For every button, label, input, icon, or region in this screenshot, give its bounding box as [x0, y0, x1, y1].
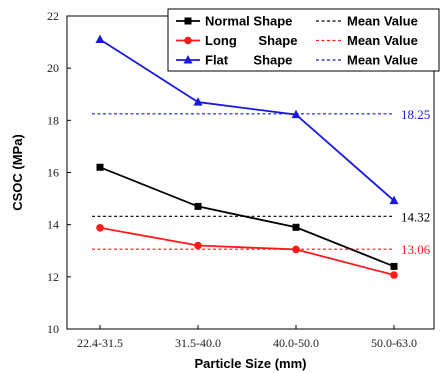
series-line — [99, 226, 395, 276]
y-axis-label: CSOC (MPa) — [10, 134, 25, 211]
data-point-square — [96, 163, 104, 171]
mean-lines: 14.32 13.06 18.25 — [92, 107, 431, 257]
data-point-square — [194, 202, 202, 210]
legend-series-label: Normal Shape — [205, 14, 292, 29]
mean-value-label: 13.06 — [401, 242, 431, 257]
x-tick-label: 22.4-31.5 — [77, 336, 123, 350]
x-tick-label: 31.5-40.0 — [175, 336, 221, 350]
legend-marker-square — [184, 17, 192, 25]
y-axis-ticks: 10 12 14 16 18 20 22 — [47, 9, 71, 336]
y-tick-label: 18 — [47, 113, 59, 127]
data-point-circle — [292, 245, 300, 254]
legend-mean-label: Mean Value — [347, 53, 418, 68]
data-point-triangle — [193, 97, 203, 106]
y-tick-label: 14 — [47, 218, 59, 232]
y-tick-label: 12 — [47, 270, 59, 284]
legend-series-label: Flat Shape — [205, 53, 292, 68]
data-point-square — [292, 223, 300, 231]
legend-marker-circle — [184, 36, 192, 45]
x-axis-label: Particle Size (mm) — [195, 356, 307, 371]
legend-mean-label: Mean Value — [347, 14, 418, 29]
legend-box — [167, 8, 440, 72]
legend: Normal Shape Mean Value Long Shape Mean Val… — [167, 8, 440, 72]
y-tick-label: 20 — [47, 61, 59, 75]
x-axis-ticks: 22.4-31.5 31.5-40.0 40.0-50.0 50.0-63.0 — [77, 325, 417, 350]
data-point-circle — [390, 271, 398, 279]
series-line — [99, 166, 395, 268]
x-tick-label: 40.0-50.0 — [273, 336, 319, 350]
data-point-circle — [96, 223, 104, 232]
y-tick-label: 16 — [47, 166, 59, 180]
series-lines — [95, 34, 399, 279]
data-point-triangle — [95, 34, 105, 43]
y-tick-label: 10 — [47, 322, 59, 336]
data-point-circle — [194, 241, 202, 250]
mean-value-label: 18.25 — [401, 107, 430, 122]
y-tick-label: 22 — [47, 9, 59, 23]
legend-series-label: Long Shape — [205, 33, 297, 48]
data-point-triangle — [389, 195, 399, 205]
mean-value-label: 14.32 — [401, 209, 430, 224]
legend-mean-label: Mean Value — [347, 33, 418, 48]
series-line — [99, 38, 395, 202]
x-tick-label: 50.0-63.0 — [371, 336, 417, 350]
legend-marker-triangle — [183, 55, 193, 64]
data-point-square — [390, 262, 398, 270]
data-point-triangle — [291, 109, 301, 119]
